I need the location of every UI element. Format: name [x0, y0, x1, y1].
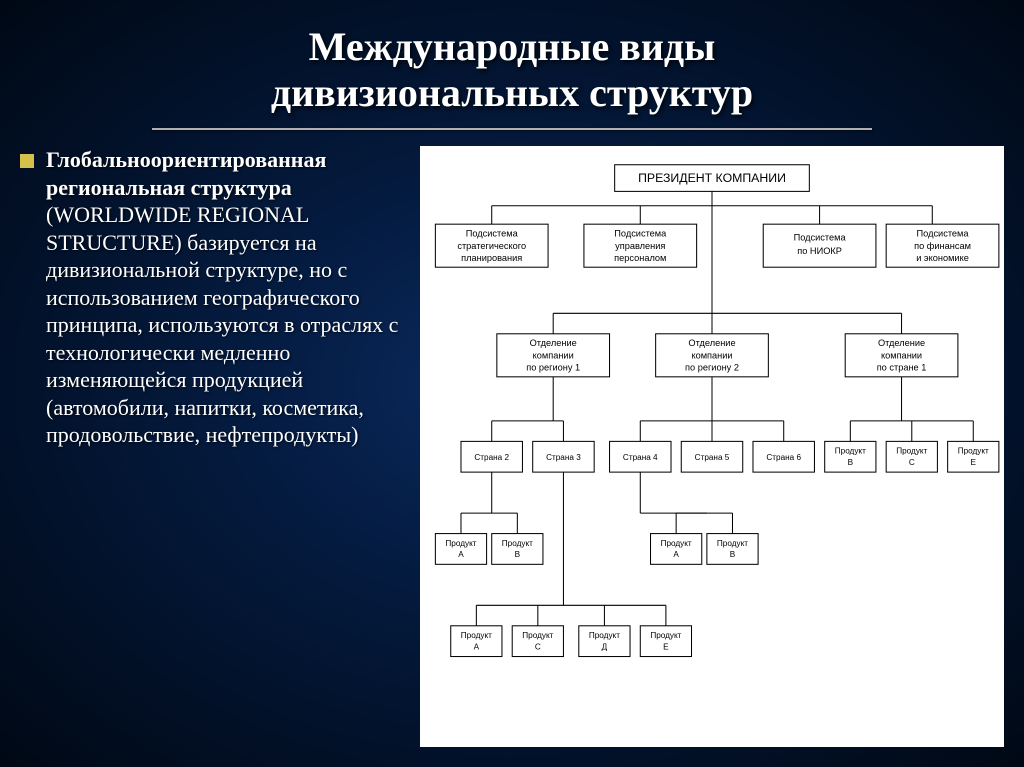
svg-text:B: B — [848, 458, 854, 467]
svg-text:компании: компании — [691, 350, 732, 360]
svg-text:A: A — [673, 550, 679, 559]
svg-text:Продукт: Продукт — [502, 539, 533, 548]
svg-text:Продукт: Продукт — [896, 447, 927, 456]
svg-text:стратегического: стратегического — [457, 241, 526, 251]
svg-text:Продукт: Продукт — [958, 447, 989, 456]
svg-text:Продукт: Продукт — [589, 631, 620, 640]
svg-text:Продукт: Продукт — [445, 539, 476, 548]
svg-text:Подсистема: Подсистема — [614, 228, 667, 238]
svg-text:Страна 6: Страна 6 — [766, 453, 801, 462]
svg-text:Отделение: Отделение — [530, 338, 577, 348]
svg-text:Страна 4: Страна 4 — [623, 453, 658, 462]
bullet-text: Глобальноориентированная региональная ст… — [46, 146, 410, 449]
svg-text:Продукт: Продукт — [835, 447, 866, 456]
svg-text:по стране 1: по стране 1 — [877, 363, 927, 373]
org-chart-svg: ПРЕЗИДЕНТ КОМПАНИИ Подсистема стратегиче… — [420, 146, 1004, 747]
text-column: Глобальноориентированная региональная ст… — [20, 146, 420, 747]
svg-text:Продукт: Продукт — [717, 539, 748, 548]
svg-text:Продукт: Продукт — [650, 631, 681, 640]
org-chart: ПРЕЗИДЕНТ КОМПАНИИ Подсистема стратегиче… — [420, 146, 1004, 747]
svg-text:Продукт: Продукт — [661, 539, 692, 548]
svg-text:компании: компании — [881, 350, 922, 360]
svg-text:Подсистема: Подсистема — [917, 228, 970, 238]
svg-text:управления: управления — [615, 241, 665, 251]
svg-text:Продукт: Продукт — [522, 631, 553, 640]
svg-text:Отделение: Отделение — [688, 338, 735, 348]
svg-text:C: C — [909, 458, 915, 467]
svg-text:A: A — [474, 642, 480, 651]
svg-text:по финансам: по финансам — [914, 241, 971, 251]
svg-text:по региону 1: по региону 1 — [526, 363, 580, 373]
svg-text:ПРЕЗИДЕНТ КОМПАНИИ: ПРЕЗИДЕНТ КОМПАНИИ — [638, 171, 786, 185]
slide-title: Международные виды дивизиональных структ… — [0, 0, 1024, 124]
title-underline — [152, 128, 872, 130]
svg-text:и экономике: и экономике — [916, 253, 969, 263]
svg-text:B: B — [515, 550, 521, 559]
svg-text:Страна 5: Страна 5 — [695, 453, 730, 462]
svg-text:компании: компании — [533, 350, 574, 360]
svg-text:Страна 2: Страна 2 — [474, 453, 509, 462]
svg-text:по НИОКР: по НИОКР — [797, 246, 842, 256]
svg-text:по региону 2: по региону 2 — [685, 363, 739, 373]
bullet-icon — [20, 154, 34, 168]
svg-text:Страна 3: Страна 3 — [546, 453, 581, 462]
svg-text:C: C — [535, 642, 541, 651]
svg-text:планирования: планирования — [461, 253, 522, 263]
svg-text:Д: Д — [602, 642, 608, 651]
svg-text:A: A — [458, 550, 464, 559]
svg-text:Подсистема: Подсистема — [794, 233, 847, 243]
svg-text:персоналом: персоналом — [614, 253, 666, 263]
svg-text:Подсистема: Подсистема — [466, 228, 519, 238]
svg-text:E: E — [663, 642, 669, 651]
svg-text:Отделение: Отделение — [878, 338, 925, 348]
svg-text:B: B — [730, 550, 736, 559]
svg-text:Продукт: Продукт — [461, 631, 492, 640]
svg-text:E: E — [971, 458, 977, 467]
